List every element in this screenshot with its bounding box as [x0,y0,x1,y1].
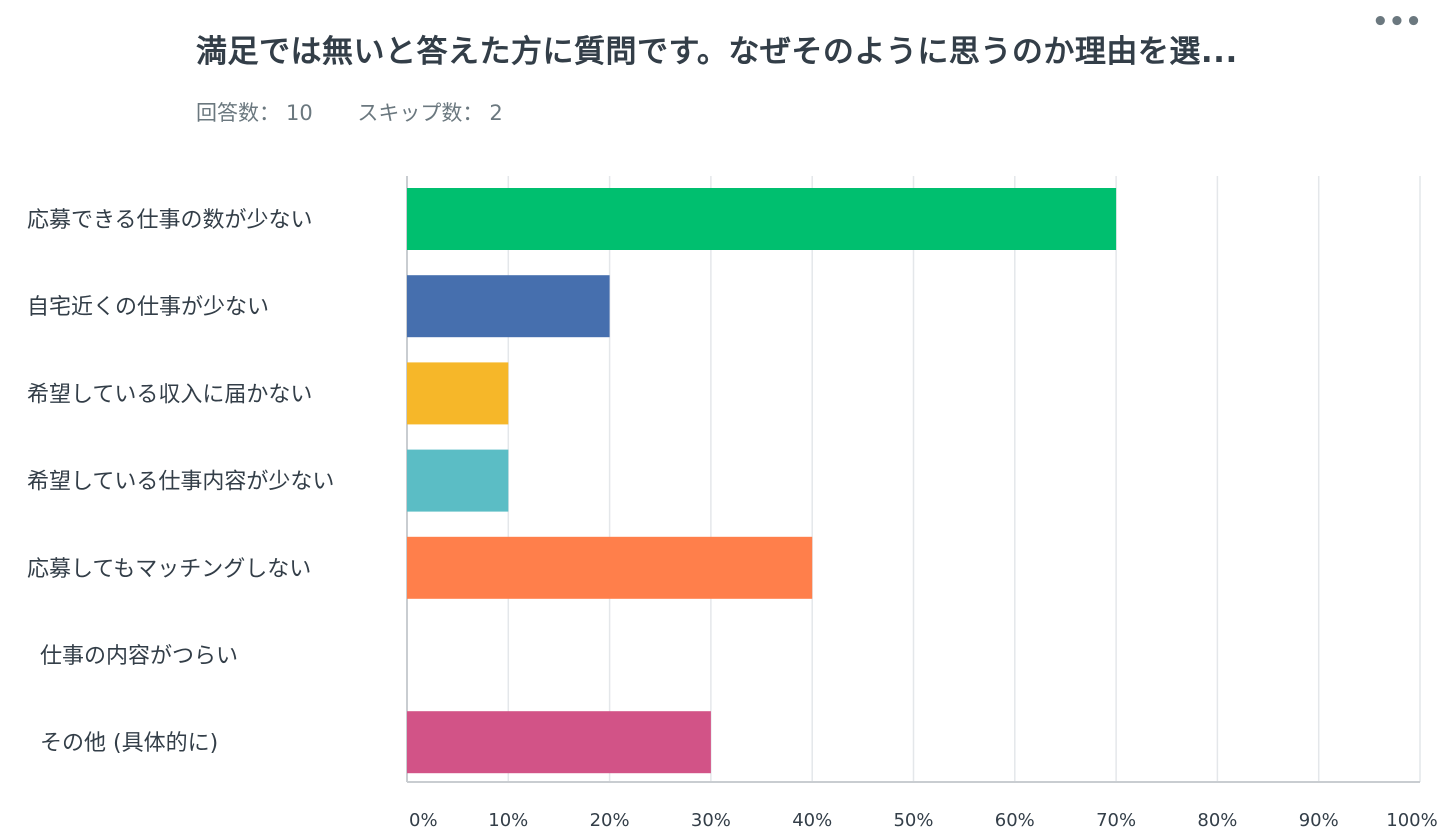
grid-lines [406,176,1421,783]
answered-count: 回答数： 10 [196,97,313,127]
x-tick-label: 80% [1197,810,1237,831]
x-tick-label: 30% [691,810,731,831]
category-label: 自宅近くの仕事が少ない [27,295,269,320]
category-label: 希望している収入に届かない [27,382,312,407]
bar[interactable] [407,449,509,512]
skipped-count: スキップ数： 2 [357,97,502,127]
skipped-value: 2 [489,101,503,125]
category-label: 応募できる仕事の数が少ない [27,208,313,233]
question-title: 満足では無いと答えた方に質問です。なぜそのように思うのか理由を選... [196,34,1238,70]
x-tick-label: 60% [995,810,1035,831]
x-tick-label: 0% [409,810,438,831]
bar[interactable] [407,711,711,774]
x-tick-label: 20% [590,810,630,831]
bar[interactable] [407,362,509,425]
category-labels: 応募できる仕事の数が少ない自宅近くの仕事が少ない希望している収入に届かない希望し… [27,208,334,756]
category-label: 希望している仕事内容が少ない [27,470,334,495]
x-tick-label: 50% [893,810,933,831]
skipped-label: スキップ数： [357,101,484,125]
category-label: 仕事の内容がつらい [40,644,238,669]
bar[interactable] [407,275,610,338]
x-tick-label: 70% [1096,810,1136,831]
x-tick-label: 10% [488,810,528,831]
bar[interactable] [407,536,813,599]
category-label: 応募してもマッチングしない [27,557,311,582]
bar[interactable] [407,188,1117,250]
bars [407,188,1117,774]
x-axis-ticks: 0% 10% 20% 30% 40% 50% 60% 70% 80% 90% 100% [409,810,1438,831]
x-tick-label: 90% [1299,810,1339,831]
x-tick-label: 40% [792,810,832,831]
answered-label: 回答数： [196,101,280,125]
category-label: その他 (具体的に) [40,731,218,756]
x-tick-label: 100% [1386,810,1437,831]
answered-value: 10 [286,101,313,125]
response-stats: 回答数： 10 スキップ数： 2 [196,97,503,127]
